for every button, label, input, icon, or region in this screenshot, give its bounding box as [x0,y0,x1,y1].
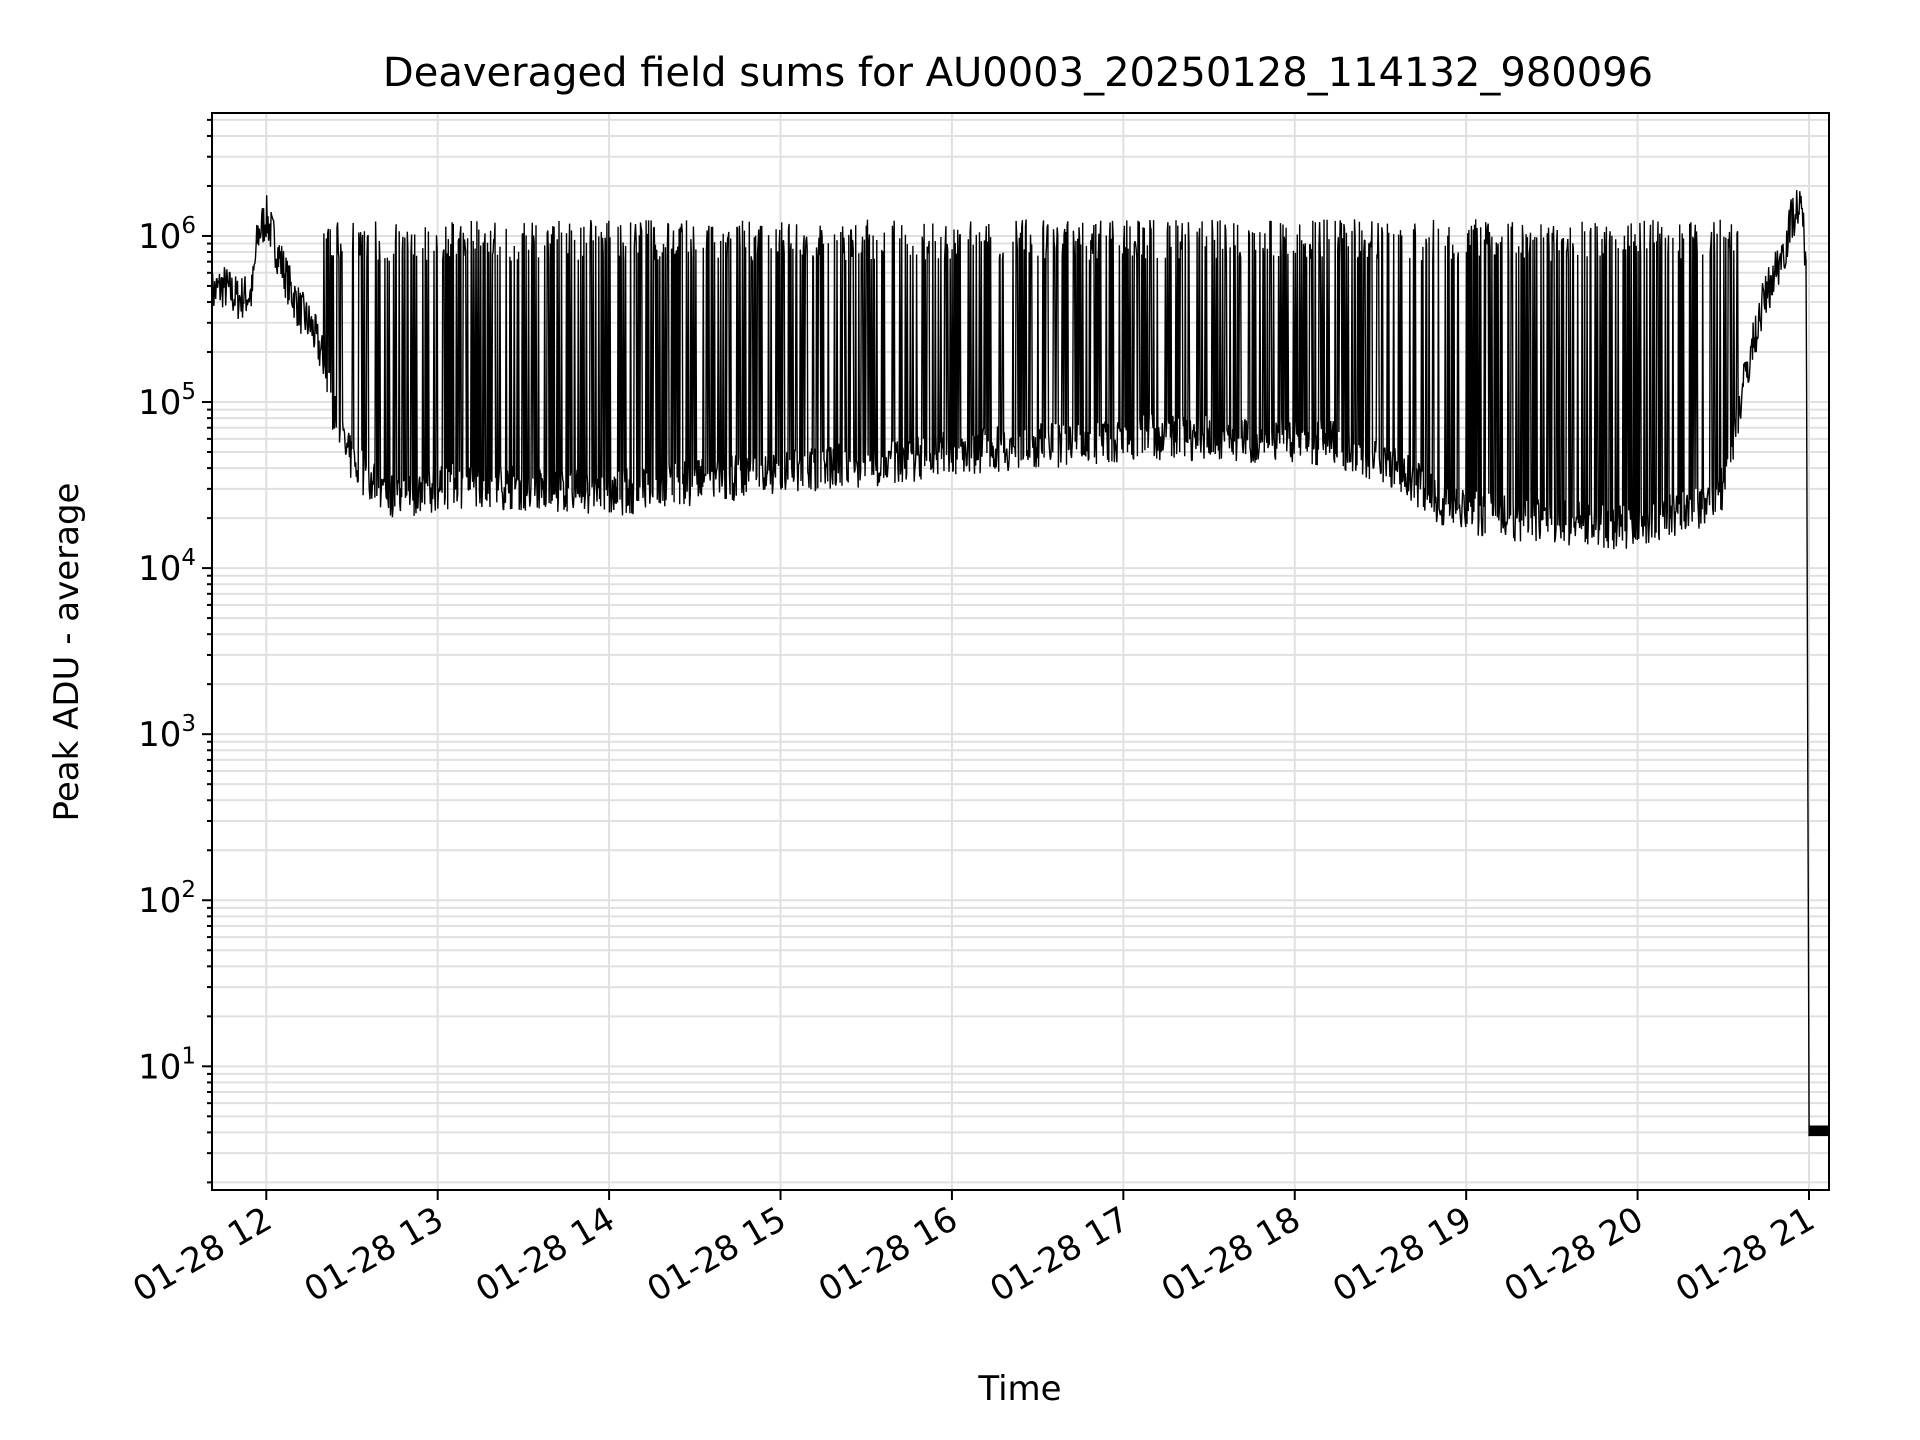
y-tick-label: 106 [138,213,196,257]
y-tick-label: 103 [138,711,196,755]
y-tick-base: 10 [138,1047,181,1087]
y-tick-label: 101 [138,1043,196,1087]
y-tick-base: 10 [138,715,181,755]
y-tick-base: 10 [138,549,181,589]
plot-area [212,190,1829,1137]
y-tick-base: 10 [138,217,181,257]
chart-title: Deaveraged field sums for AU0003_2025012… [383,50,1653,96]
y-tick-exponent: 1 [181,1043,196,1069]
y-tick-exponent: 2 [181,877,196,903]
y-tick-exponent: 3 [181,711,196,737]
y-tick-label: 105 [138,379,196,423]
y-tick-exponent: 6 [181,213,196,239]
x-axis-label: Time [977,1369,1061,1409]
y-tick-label: 102 [138,877,196,921]
data-series-line [212,190,1829,1134]
y-tick-label: 104 [138,545,196,589]
plot-frame [211,112,1830,1191]
y-tick-exponent: 4 [181,545,196,571]
data-series-tail [1808,1125,1829,1137]
y-axis-label: Peak ADU - average [47,483,87,822]
y-tick-exponent: 5 [181,379,196,405]
y-tick-base: 10 [138,881,181,921]
y-tick-base: 10 [138,383,181,423]
